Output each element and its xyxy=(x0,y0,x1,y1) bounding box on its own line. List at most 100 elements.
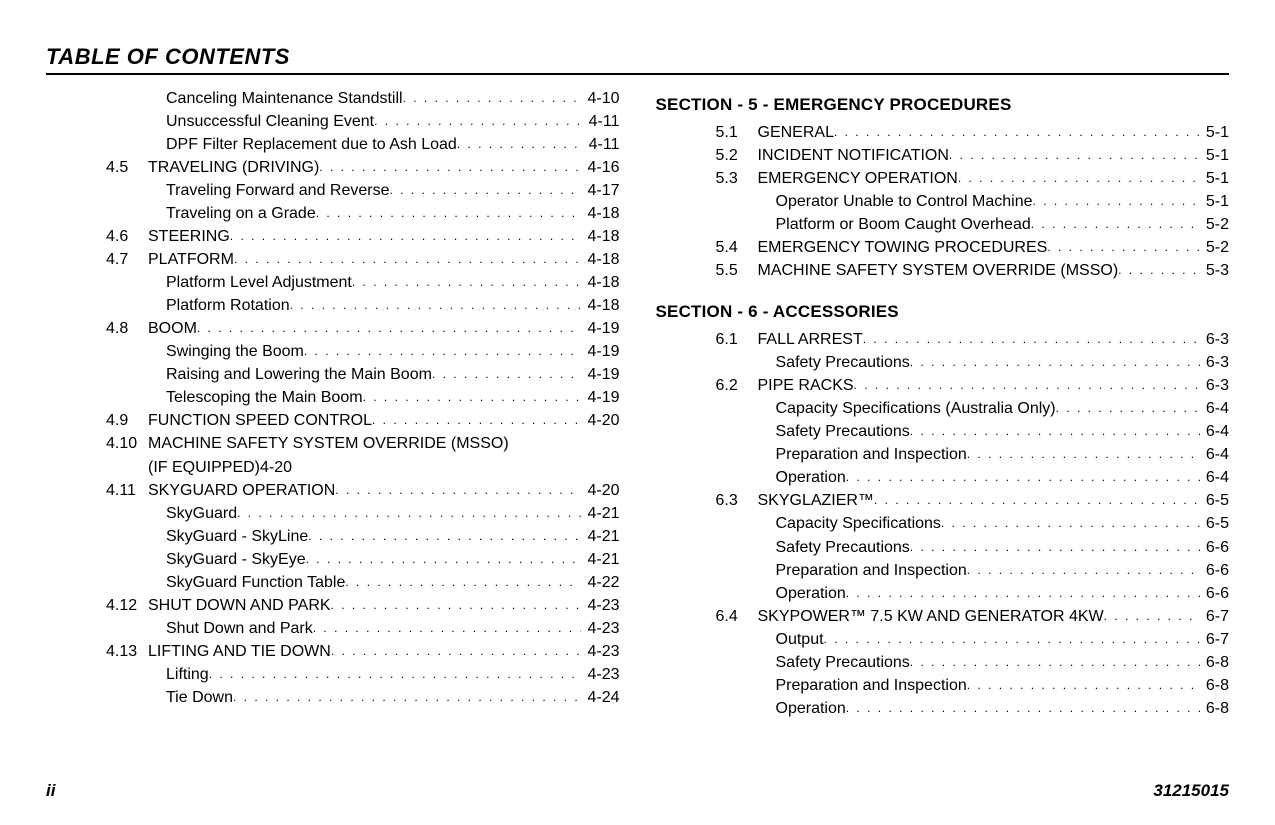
toc-leader-dots xyxy=(457,136,583,153)
toc-entry-label: Platform or Boom Caught Overhead xyxy=(776,213,1031,236)
toc-entry-label: SKYGUARD OPERATION xyxy=(148,479,335,502)
toc-entry-label: Safety Precautions xyxy=(776,351,910,374)
toc-entry-number: 4.5 xyxy=(106,156,148,179)
toc-leader-dots xyxy=(363,389,582,406)
toc-entry-page: 6-8 xyxy=(1200,651,1229,674)
toc-entry-page: 4-16 xyxy=(581,156,619,179)
toc-entry-page: 4-18 xyxy=(581,294,619,317)
toc-entry-page: 4-19 xyxy=(581,363,619,386)
toc-entry-page: 5-1 xyxy=(1200,190,1229,213)
toc-entry-page: 4-23 xyxy=(581,663,619,686)
toc-leader-dots xyxy=(316,205,582,222)
toc-entry-number: 4.12 xyxy=(106,594,148,617)
toc-entry-page: 4-10 xyxy=(581,87,619,110)
toc-entry: 4.13LIFTING AND TIE DOWN4-23 xyxy=(46,640,620,663)
toc-entry: Operator Unable to Control Machine 5-1 xyxy=(656,190,1230,213)
toc-leader-dots xyxy=(230,228,582,245)
toc-leader-dots xyxy=(863,331,1200,348)
toc-entry-label: SHUT DOWN AND PARK xyxy=(148,594,331,617)
toc-entry-page: 4-19 xyxy=(581,317,619,340)
toc-entry-page: 5-1 xyxy=(1200,167,1229,190)
toc-entry: Output6-7 xyxy=(656,628,1230,651)
toc-entry-number: 6.2 xyxy=(716,374,758,397)
toc-leader-dots xyxy=(874,492,1200,509)
toc-entry: Tie Down4-24 xyxy=(46,686,620,709)
toc-entry-label: PLATFORM xyxy=(148,248,234,271)
toc-entry-page: 5-2 xyxy=(1200,213,1229,236)
toc-entry: Operation6-4 xyxy=(656,466,1230,489)
toc-entry-number: 4.10 xyxy=(106,432,148,455)
toc-leader-dots xyxy=(967,446,1200,463)
toc-entry-page: 4-24 xyxy=(581,686,619,709)
toc-leader-dots xyxy=(824,631,1200,648)
toc-entry-label: Telescoping the Main Boom xyxy=(166,386,363,409)
toc-entry-label: DPF Filter Replacement due to Ash Load xyxy=(166,133,457,156)
toc-entry-label: Safety Precautions xyxy=(776,536,910,559)
toc-entry: Canceling Maintenance Standstill4-10 xyxy=(46,87,620,110)
toc-entry: Safety Precautions 6-8 xyxy=(656,651,1230,674)
toc-entry: SkyGuard - SkyEye4-21 xyxy=(46,548,620,571)
toc-entry-label: Traveling Forward and Reverse xyxy=(166,179,390,202)
toc-entry-label: Safety Precautions xyxy=(776,651,910,674)
toc-entry-number: 5.5 xyxy=(716,259,758,282)
toc-entry: 5.4EMERGENCY TOWING PROCEDURES5-2 xyxy=(656,236,1230,259)
toc-entry-page: 6-8 xyxy=(1200,697,1229,720)
toc-entry-page: 4-23 xyxy=(581,594,619,617)
toc-entry-label: Operator Unable to Control Machine xyxy=(776,190,1033,213)
toc-entry-page: 4-18 xyxy=(581,202,619,225)
toc-leader-dots xyxy=(967,677,1200,694)
toc-entry-page: 4-20 xyxy=(581,409,619,432)
toc-leader-dots xyxy=(1031,216,1200,233)
toc-entry-page: 4-22 xyxy=(581,571,619,594)
toc-leader-dots xyxy=(910,354,1200,371)
toc-leader-dots xyxy=(331,597,582,614)
toc-entry-page: 6-4 xyxy=(1200,397,1229,420)
toc-entry-page: 4-18 xyxy=(581,248,619,271)
toc-entry-page: 6-3 xyxy=(1200,374,1229,397)
toc-entry-number: 4.9 xyxy=(106,409,148,432)
toc-entry-label: MACHINE SAFETY SYSTEM OVERRIDE (MSSO) xyxy=(758,259,1119,282)
page-footer: ii 31215015 xyxy=(46,781,1229,801)
toc-leader-dots xyxy=(1118,262,1200,279)
toc-entry: 5.2INCIDENT NOTIFICATION5-1 xyxy=(656,144,1230,167)
toc-entry-number: 6.1 xyxy=(716,328,758,351)
toc-entry-number: 4.7 xyxy=(106,248,148,271)
toc-entry-label: INCIDENT NOTIFICATION xyxy=(758,144,949,167)
toc-leader-dots xyxy=(335,482,581,499)
toc-entry: Operation6-8 xyxy=(656,697,1230,720)
toc-leader-dots xyxy=(1104,608,1200,625)
toc-entry-label: Swinging the Boom xyxy=(166,340,304,363)
toc-entry: 4.9FUNCTION SPEED CONTROL4-20 xyxy=(46,409,620,432)
toc-entry-page: 4-21 xyxy=(581,525,619,548)
toc-entry-page: 4-23 xyxy=(581,617,619,640)
toc-leader-dots xyxy=(910,539,1200,556)
toc-leader-dots xyxy=(958,170,1200,187)
toc-leader-dots xyxy=(941,515,1200,532)
toc-leader-dots xyxy=(834,124,1200,141)
toc-entry-number: 5.3 xyxy=(716,167,758,190)
toc-entry-label: MACHINE SAFETY SYSTEM OVERRIDE (MSSO) xyxy=(148,432,509,455)
toc-entry: Platform or Boom Caught Overhead 5-2 xyxy=(656,213,1230,236)
toc-entry-page: 6-6 xyxy=(1200,559,1229,582)
toc-entry-number: 4.13 xyxy=(106,640,148,663)
toc-column-right: SECTION - 5 - EMERGENCY PROCEDURES5.1GEN… xyxy=(656,87,1230,720)
toc-entry-label: SkyGuard xyxy=(166,502,237,525)
toc-entry-page: 4-23 xyxy=(581,640,619,663)
toc-entry: Lifting4-23 xyxy=(46,663,620,686)
toc-entry-label: Capacity Specifications xyxy=(776,512,941,535)
toc-entry-label: SkyGuard - SkyEye xyxy=(166,548,306,571)
toc-entry: 4.11SKYGUARD OPERATION4-20 xyxy=(46,479,620,502)
toc-entry: Capacity Specifications (Australia Only)… xyxy=(656,397,1230,420)
toc-leader-dots xyxy=(233,689,581,706)
toc-entry: Safety Precautions6-3 xyxy=(656,351,1230,374)
toc-entry-page: 5-1 xyxy=(1200,121,1229,144)
toc-entry-label: Platform Rotation xyxy=(166,294,290,317)
toc-entry: 5.5MACHINE SAFETY SYSTEM OVERRIDE (MSSO)… xyxy=(656,259,1230,282)
toc-entry: Traveling Forward and Reverse4-17 xyxy=(46,179,620,202)
toc-leader-dots xyxy=(1056,400,1200,417)
toc-section-title: SECTION - 5 - EMERGENCY PROCEDURES xyxy=(656,95,1230,115)
toc-entry: 5.3EMERGENCY OPERATION5-1 xyxy=(656,167,1230,190)
toc-entry: 6.2PIPE RACKS6-3 xyxy=(656,374,1230,397)
toc-entry-page: 6-3 xyxy=(1200,328,1229,351)
toc-entry-label: Operation xyxy=(776,466,846,489)
